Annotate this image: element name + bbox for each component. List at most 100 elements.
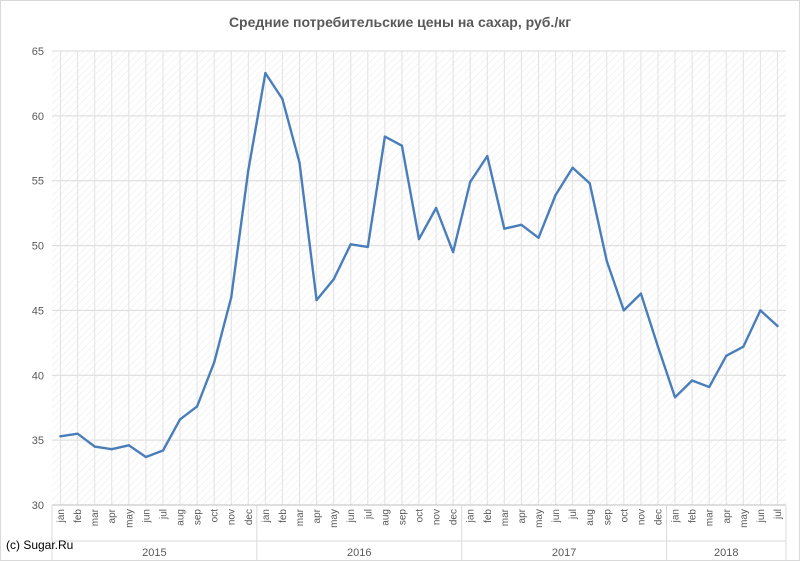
x-tick-label: dec	[653, 509, 664, 525]
x-tick-label: jan	[466, 509, 477, 523]
data-point	[571, 166, 574, 169]
y-tick-label: 60	[32, 111, 44, 123]
x-tick-label: oct	[619, 509, 630, 523]
data-point	[434, 206, 438, 210]
x-tick-label: jul	[773, 509, 784, 520]
x-tick-label: may	[329, 509, 340, 528]
x-tick-label: nov	[432, 509, 443, 525]
x-tick-label: feb	[278, 509, 289, 523]
x-tick-label: jun	[346, 509, 357, 523]
y-tick-label: 30	[32, 500, 44, 512]
data-point	[161, 449, 165, 452]
y-tick-label: 55	[32, 176, 44, 188]
x-axis: jan feb mar apr may jun jul aug sep oct nov dec jan f…	[51, 504, 787, 561]
data-point	[400, 144, 404, 147]
data-point	[349, 243, 352, 246]
data-point	[639, 292, 643, 295]
y-tick-label: 40	[32, 370, 44, 382]
year-label: 2015	[142, 547, 166, 559]
data-point	[742, 345, 745, 348]
data-point	[690, 379, 694, 382]
x-tick-label: jan	[671, 509, 682, 523]
data-point	[110, 448, 113, 451]
data-point	[725, 354, 728, 358]
data-point	[503, 227, 506, 230]
x-tick-label: jun	[551, 509, 562, 523]
x-tick-label: jun	[141, 509, 152, 523]
x-tick-label: feb	[73, 509, 84, 523]
copyright-text: (c) Sugar.Ru	[6, 538, 74, 552]
data-point	[127, 444, 131, 447]
x-tick-label: sep	[397, 509, 408, 526]
data-point	[383, 135, 387, 138]
data-point	[247, 169, 250, 172]
x-tick-label: feb	[688, 509, 699, 523]
x-tick-label: jan	[56, 509, 67, 523]
data-point	[469, 180, 472, 184]
data-point	[605, 259, 608, 263]
x-tick-label: mar	[500, 508, 511, 526]
data-point	[776, 324, 779, 328]
series-layer	[59, 71, 779, 459]
data-point	[281, 97, 284, 101]
y-tick-label: 65	[32, 46, 44, 58]
data-point	[315, 298, 318, 302]
x-tick-label: mar	[90, 508, 101, 526]
x-tick-label: mar	[295, 508, 306, 526]
x-tick-label: feb	[483, 509, 494, 523]
year-label: 2018	[714, 547, 738, 559]
data-point	[178, 418, 182, 421]
x-tick-label: apr	[517, 508, 528, 523]
data-point	[656, 345, 660, 348]
y-tick-label: 45	[32, 305, 44, 317]
x-tick-label: aug	[380, 509, 391, 526]
x-tick-label: apr	[722, 508, 733, 523]
x-tick-label: jul	[158, 509, 169, 520]
x-tick-label: jul	[568, 509, 579, 520]
x-tick-label: dec	[449, 509, 460, 525]
data-point	[264, 71, 267, 75]
data-point	[298, 161, 301, 164]
data-point	[759, 309, 762, 312]
x-tick-label: sep	[602, 509, 613, 526]
x-tick-label: may	[739, 509, 750, 528]
x-tick-label: may	[534, 509, 545, 528]
data-point	[332, 278, 335, 281]
gridlines	[52, 50, 786, 506]
x-tick-label: jun	[756, 509, 767, 523]
x-tick-label: jul	[363, 509, 374, 520]
x-tick-label: sep	[193, 509, 204, 526]
data-point	[554, 193, 557, 197]
y-tick-label: 50	[32, 241, 44, 253]
data-point	[144, 455, 148, 459]
data-point	[212, 361, 216, 364]
data-point	[520, 223, 523, 227]
data-point	[59, 435, 62, 438]
data-point	[76, 432, 79, 435]
x-tick-label: nov	[636, 509, 647, 525]
data-point	[673, 396, 677, 399]
year-label: 2016	[347, 547, 371, 559]
data-point	[366, 245, 369, 249]
x-tick-label: apr	[107, 508, 118, 523]
data-point	[707, 385, 711, 389]
x-tick-label: oct	[415, 509, 426, 523]
x-tick-label: aug	[176, 509, 187, 526]
x-tick-label: jan	[261, 509, 272, 523]
data-point	[588, 182, 591, 185]
data-point	[417, 237, 421, 241]
data-point	[537, 236, 540, 239]
data-point	[195, 405, 199, 408]
x-tick-label: dec	[244, 509, 255, 525]
x-tick-label: apr	[312, 508, 323, 523]
data-point	[486, 154, 489, 158]
x-tick-label: mar	[705, 508, 716, 526]
data-point	[622, 309, 626, 312]
y-axis: 30 35 40 45 50 55 60 65	[32, 46, 44, 512]
data-point	[230, 296, 233, 299]
x-tick-label: nov	[227, 509, 238, 525]
data-point	[93, 445, 96, 448]
x-tick-label: aug	[585, 509, 596, 526]
year-label: 2017	[552, 547, 576, 559]
